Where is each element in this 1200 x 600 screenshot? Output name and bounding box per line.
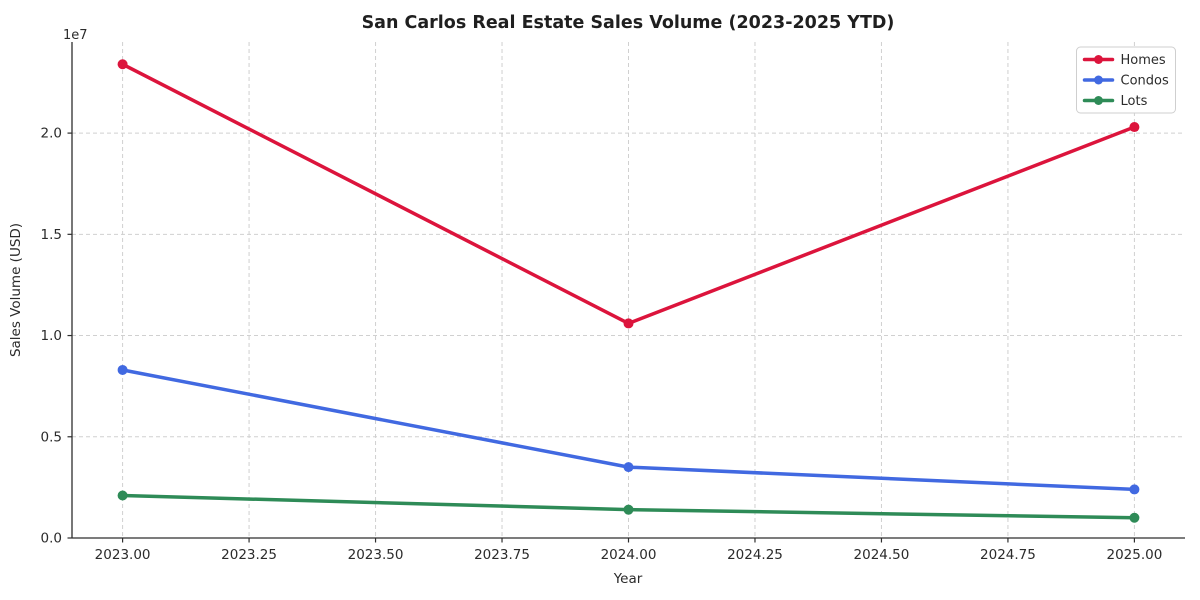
x-tick-label: 2024.75: [980, 547, 1036, 563]
legend-label: Lots: [1121, 94, 1148, 109]
x-tick-label: 2025.00: [1106, 547, 1162, 563]
data-point-homes: [623, 318, 634, 329]
x-tick-label: 2023.75: [474, 547, 530, 563]
data-point-condos: [117, 364, 128, 375]
legend-box: [1076, 46, 1176, 114]
legend: Homes Condos Lots: [1076, 46, 1176, 114]
y-axis-offset-label: 1e7: [63, 28, 88, 43]
legend-label: Condos: [1121, 74, 1169, 89]
data-point-lots: [623, 504, 634, 515]
data-point-lots: [1129, 512, 1140, 523]
series-line-homes: [120, 62, 1137, 326]
x-tick-label: 2023.50: [348, 547, 404, 563]
x-tick-label: 2023.00: [95, 547, 151, 563]
data-point-condos: [623, 462, 634, 473]
series-layer: [117, 59, 1140, 523]
x-tick-label: 2024.00: [601, 547, 657, 563]
chart-title: San Carlos Real Estate Sales Volume (202…: [362, 13, 895, 33]
x-tick-label: 2024.50: [854, 547, 910, 563]
x-tick-label: 2024.25: [727, 547, 783, 563]
legend-label: Homes: [1121, 53, 1166, 68]
y-tick-label: 2.0: [41, 126, 62, 142]
legend-marker: [1094, 75, 1103, 85]
axes-layer: 2023.00 2023.25 2023.50 2023.75 2024.00 2024.…: [41, 42, 1185, 563]
x-axis-label: Year: [613, 571, 643, 587]
x-tick-label: 2023.25: [221, 547, 277, 563]
y-tick-label: 1.0: [41, 328, 62, 344]
data-point-homes: [117, 59, 128, 70]
data-point-homes: [1129, 122, 1140, 133]
y-tick-label: 1.5: [41, 227, 62, 243]
y-tick-label: 0.5: [41, 429, 62, 445]
data-point-condos: [1129, 484, 1140, 495]
y-axis-label: Sales Volume (USD): [8, 223, 24, 357]
y-tick-label: 0.0: [41, 531, 62, 547]
legend-marker: [1094, 96, 1103, 105]
legend-marker: [1094, 55, 1103, 64]
data-point-lots: [117, 490, 128, 501]
